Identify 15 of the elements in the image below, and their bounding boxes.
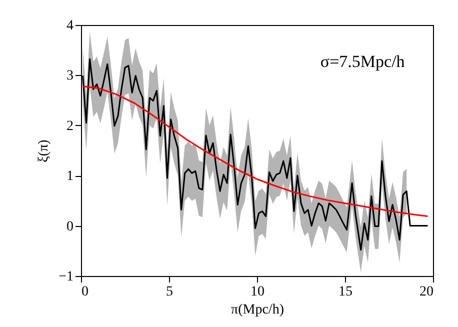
x-tick-label: 0 — [82, 284, 88, 300]
x-axis-title: π(Mpc/h) — [231, 302, 284, 318]
y-tick-label: 4 — [66, 18, 74, 34]
y-tick-label: 3 — [66, 68, 74, 84]
line-series — [82, 85, 428, 218]
x-tick-label: 10 — [250, 284, 264, 300]
y-tick-label: 2 — [66, 118, 74, 134]
y-tick-label: 0 — [66, 219, 74, 234]
x-tick-label: 5 — [166, 284, 173, 300]
x-tick-label: 15 — [338, 284, 352, 300]
annotation: σ=7.5Mpc/h — [320, 52, 406, 71]
y-axis-title: ξ(π) — [36, 139, 52, 162]
x-tick-label: 20 — [420, 284, 434, 300]
y-tick-label: 1 — [66, 169, 74, 184]
y-tick-label: −1 — [58, 270, 74, 284]
